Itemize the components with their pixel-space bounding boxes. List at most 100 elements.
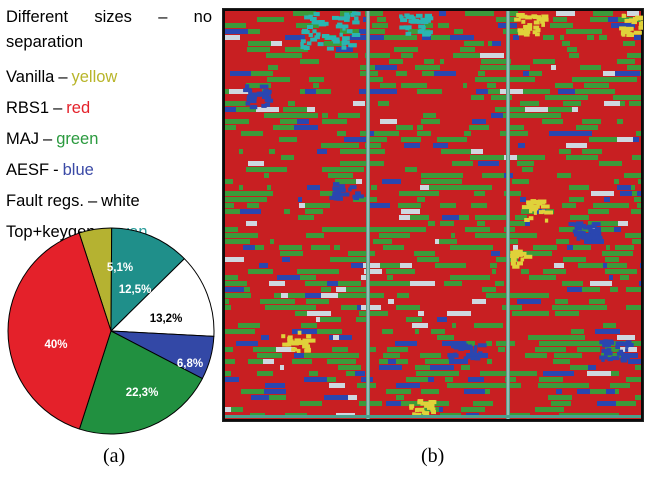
layout-cluster-cell [301,30,310,35]
layout-cluster-cell [348,187,352,192]
layout-cell [400,71,407,76]
layout-cell [406,377,428,382]
layout-cell [507,221,525,226]
layout-cell [316,89,331,94]
layout-cluster-cell [541,22,545,27]
layout-cluster-cell [428,403,435,408]
layout-cell [417,197,425,202]
layout-cell [450,35,474,40]
layout-cluster-cell [575,223,583,228]
layout-cluster-cell [582,225,592,230]
layout-cell [555,83,573,88]
layout-cell [307,311,331,316]
layout-cell [225,407,231,412]
layout-cluster-cell [332,195,341,200]
layout-cell [621,251,633,256]
layout-cluster-cell [420,401,430,406]
layout-cell [335,53,358,58]
layout-cluster-cell [426,14,432,18]
layout-cell [370,131,374,136]
layout-cluster-cell [424,31,432,36]
layout-cell [396,359,408,364]
layout-cell [463,83,467,88]
legend-item-vanilla: Vanilla – yellow [6,67,117,87]
layout-cell [475,77,488,82]
layout-cell [476,89,488,94]
layout-cell [313,83,319,88]
layout-cell [551,65,556,70]
layout-cell [589,299,605,304]
layout-cell [631,185,635,190]
layout-cell [523,71,529,76]
chip-layout-map [222,8,644,422]
layout-cell [611,23,635,28]
layout-cluster-cell [416,13,423,18]
layout-cluster-cell [341,41,346,46]
layout-cell [225,239,250,244]
layout-cluster-cell [316,32,321,37]
layout-cluster-cell [315,12,320,17]
layout-cell [350,35,373,40]
layout-cell [548,107,554,112]
layout-cell [225,287,244,292]
layout-cell [573,245,591,250]
layout-cell [590,17,608,22]
layout-cluster-cell [424,16,434,21]
layout-cell [569,185,589,190]
layout-cluster-cell [580,223,587,228]
layout-cell [414,251,435,256]
layout-cell [405,167,417,172]
layout-cell [507,11,518,16]
layout-cell [595,329,620,334]
layout-cell [480,53,504,58]
layout-cell [396,71,400,76]
layout-cell [396,383,420,388]
layout-cluster-cell [414,18,420,23]
layout-cluster-cell [310,17,317,21]
layout-cell [251,395,269,400]
layout-cell [472,119,486,124]
layout-cell [299,305,316,310]
layout-cell [461,407,485,412]
layout-cell [477,221,485,226]
layout-cell [247,47,270,52]
layout-cluster-cell [601,340,607,345]
layout-cell [620,347,637,352]
layout-cell [464,389,485,394]
layout-cell [439,407,443,412]
legend-color-word: blue [62,161,94,179]
layout-cell [533,59,540,64]
layout-cell [260,299,282,304]
legend-color-word: white [101,192,140,210]
layout-cell [543,35,554,40]
layout-cell [281,155,294,160]
layout-cell [620,191,632,196]
layout-cell [632,191,637,196]
layout-cell [447,311,471,316]
layout-cell [380,119,397,124]
layout-cell [492,41,501,46]
layout-cell [636,131,641,136]
layout-cell [406,269,415,274]
layout-cell [269,395,286,400]
layout-cluster-cell [620,31,626,36]
layout-cell [466,53,480,58]
layout-cluster-cell [246,97,256,102]
layout-cell [556,11,575,16]
layout-cell [338,113,360,118]
layout-cell [279,245,285,250]
layout-cluster-cell [620,358,628,363]
layout-cell [368,77,383,82]
layout-cell [492,59,500,64]
layout-cluster-cell [521,19,526,24]
layout-cell [472,41,484,46]
layout-cell [225,257,244,262]
layout-cluster-cell [611,356,620,361]
layout-cell [639,341,641,346]
layout-cell [555,299,568,304]
layout-cell [517,161,534,166]
layout-cluster-cell [248,95,258,100]
layout-cell [397,293,409,298]
layout-cell [294,125,318,130]
layout-cell [359,29,368,34]
